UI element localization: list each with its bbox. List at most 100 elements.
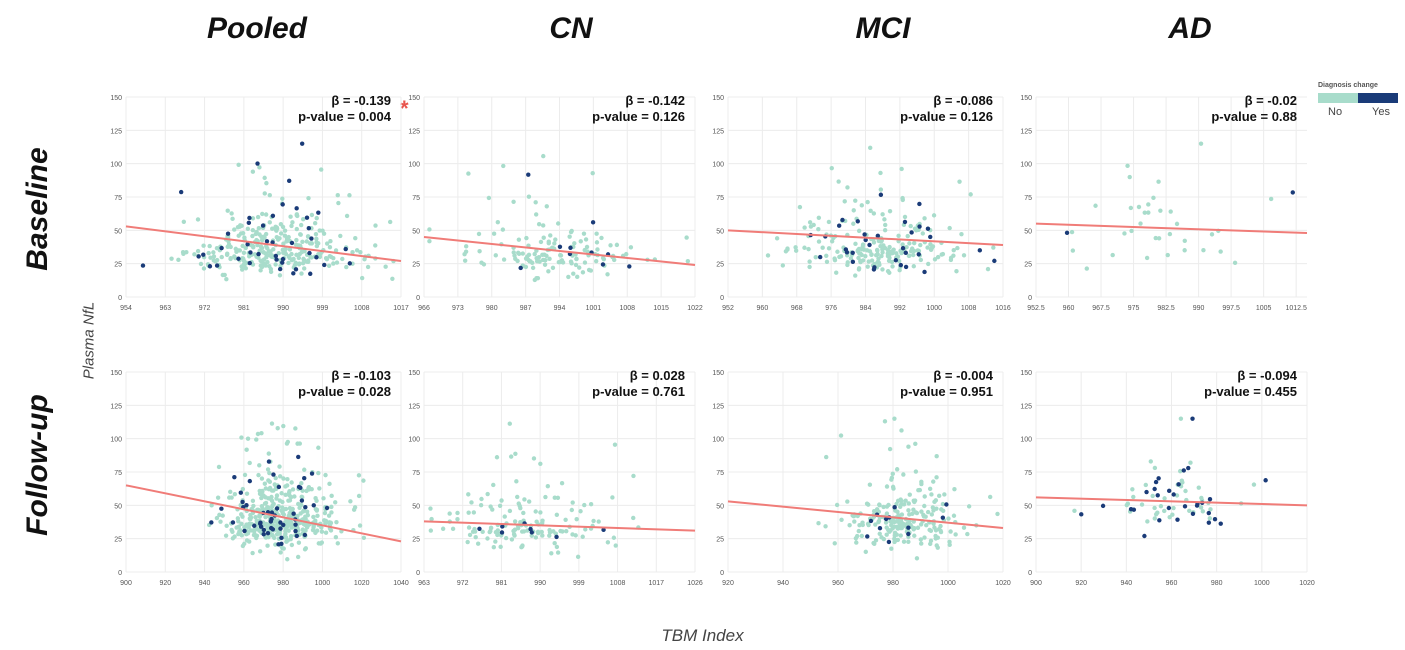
data-point-no-change [880, 267, 885, 272]
beta-value: β = -0.004 [933, 368, 993, 383]
data-point-no-change [942, 492, 947, 497]
data-point-diagnosis-change [928, 234, 933, 240]
data-point-no-change [570, 500, 575, 505]
y-tick-label: 50 [716, 503, 724, 510]
data-point-no-change [267, 220, 272, 225]
data-point-no-change [851, 208, 856, 213]
data-point-no-change [1196, 485, 1201, 490]
data-point-no-change [273, 542, 278, 547]
x-tick-label: 980 [277, 580, 289, 587]
data-point-no-change [259, 476, 265, 481]
data-point-no-change [305, 234, 311, 239]
data-point-diagnosis-change [276, 484, 282, 490]
data-point-no-change [195, 217, 201, 222]
data-point-no-change [239, 521, 244, 527]
data-point-no-change [631, 473, 636, 479]
data-point-no-change [206, 250, 211, 256]
data-point-no-change [331, 255, 336, 261]
data-point-no-change [1148, 459, 1153, 464]
data-point-no-change [880, 212, 885, 217]
data-point-no-change [225, 251, 230, 256]
data-point-no-change [288, 536, 293, 542]
data-point-no-change [907, 492, 912, 497]
data-point-no-change [266, 249, 272, 254]
data-point-no-change [229, 527, 234, 533]
data-point-diagnosis-change [878, 192, 884, 197]
data-point-no-change [359, 275, 365, 281]
data-point-no-change [908, 223, 913, 229]
data-point-no-change [485, 491, 490, 497]
y-tick-label: 100 [1020, 437, 1032, 444]
data-point-no-change [872, 541, 877, 546]
data-point-no-change [508, 454, 514, 459]
x-tick-label: 960 [757, 305, 769, 312]
data-point-no-change [520, 251, 525, 256]
data-point-no-change [255, 431, 261, 437]
data-point-no-change [585, 249, 590, 254]
y-tick-label: 0 [118, 295, 122, 302]
data-point-no-change [469, 500, 474, 505]
data-point-no-change [816, 239, 822, 244]
data-point-no-change [300, 239, 305, 244]
data-point-no-change [892, 416, 897, 421]
data-point-no-change [480, 529, 485, 535]
data-point-diagnosis-change [1186, 465, 1191, 471]
data-point-no-change [807, 264, 812, 270]
data-point-no-change [854, 540, 859, 545]
data-point-no-change [543, 494, 548, 500]
data-point-no-change [428, 506, 433, 511]
data-point-no-change [873, 253, 879, 258]
data-point-no-change [881, 536, 887, 542]
data-point-no-change [269, 421, 275, 426]
data-point-no-change [919, 541, 924, 546]
data-point-diagnosis-change [526, 172, 531, 177]
data-point-no-change [542, 262, 548, 267]
y-tick-label: 0 [720, 570, 724, 577]
data-point-no-change [864, 248, 870, 253]
data-point-no-change [883, 222, 888, 228]
data-point-no-change [264, 255, 269, 260]
data-point-no-change [584, 244, 590, 250]
data-point-no-change [455, 510, 460, 516]
y-tick-label: 150 [712, 95, 724, 102]
p-value: p-value = 0.455 [1204, 384, 1297, 399]
data-point-diagnosis-change [280, 202, 285, 207]
data-point-no-change [522, 497, 527, 502]
data-point-no-change [1182, 248, 1187, 253]
data-point-no-change [533, 212, 539, 217]
data-point-no-change [427, 239, 432, 244]
data-point-no-change [257, 165, 262, 170]
data-point-no-change [553, 237, 558, 242]
data-point-no-change [280, 505, 285, 510]
data-point-diagnosis-change [1131, 507, 1137, 512]
data-point-no-change [954, 269, 959, 274]
data-point-diagnosis-change [862, 232, 867, 237]
regression-stats: β = -0.086 p-value = 0.126 [900, 93, 993, 125]
data-point-diagnosis-change [906, 531, 911, 537]
data-point-no-change [834, 502, 840, 508]
data-point-no-change [1125, 501, 1131, 506]
data-point-no-change [529, 533, 534, 538]
data-point-diagnosis-change [1064, 230, 1070, 236]
data-point-no-change [304, 239, 309, 244]
data-point-no-change [590, 170, 595, 176]
data-point-no-change [267, 192, 272, 198]
x-tick-label: 967.5 [1092, 305, 1110, 312]
data-point-no-change [564, 528, 569, 534]
data-point-no-change [322, 510, 328, 516]
data-point-no-change [208, 255, 213, 260]
data-point-no-change [911, 240, 917, 246]
data-point-no-change [226, 242, 232, 247]
data-point-no-change [901, 539, 907, 544]
data-point-no-change [321, 496, 326, 501]
x-tick-label: 963 [159, 305, 171, 312]
data-point-no-change [501, 257, 507, 262]
data-point-no-change [932, 257, 938, 262]
data-point-no-change [610, 495, 615, 500]
data-point-no-change [515, 258, 520, 264]
data-point-no-change [230, 536, 236, 541]
scatter-panel-baseline-mci: 0 25 50 75 100 125 150 952 960 968 976 984 992 1000 10… [712, 93, 1011, 315]
data-point-no-change [211, 250, 216, 255]
data-point-no-change [309, 212, 315, 218]
data-point-no-change [463, 244, 469, 249]
